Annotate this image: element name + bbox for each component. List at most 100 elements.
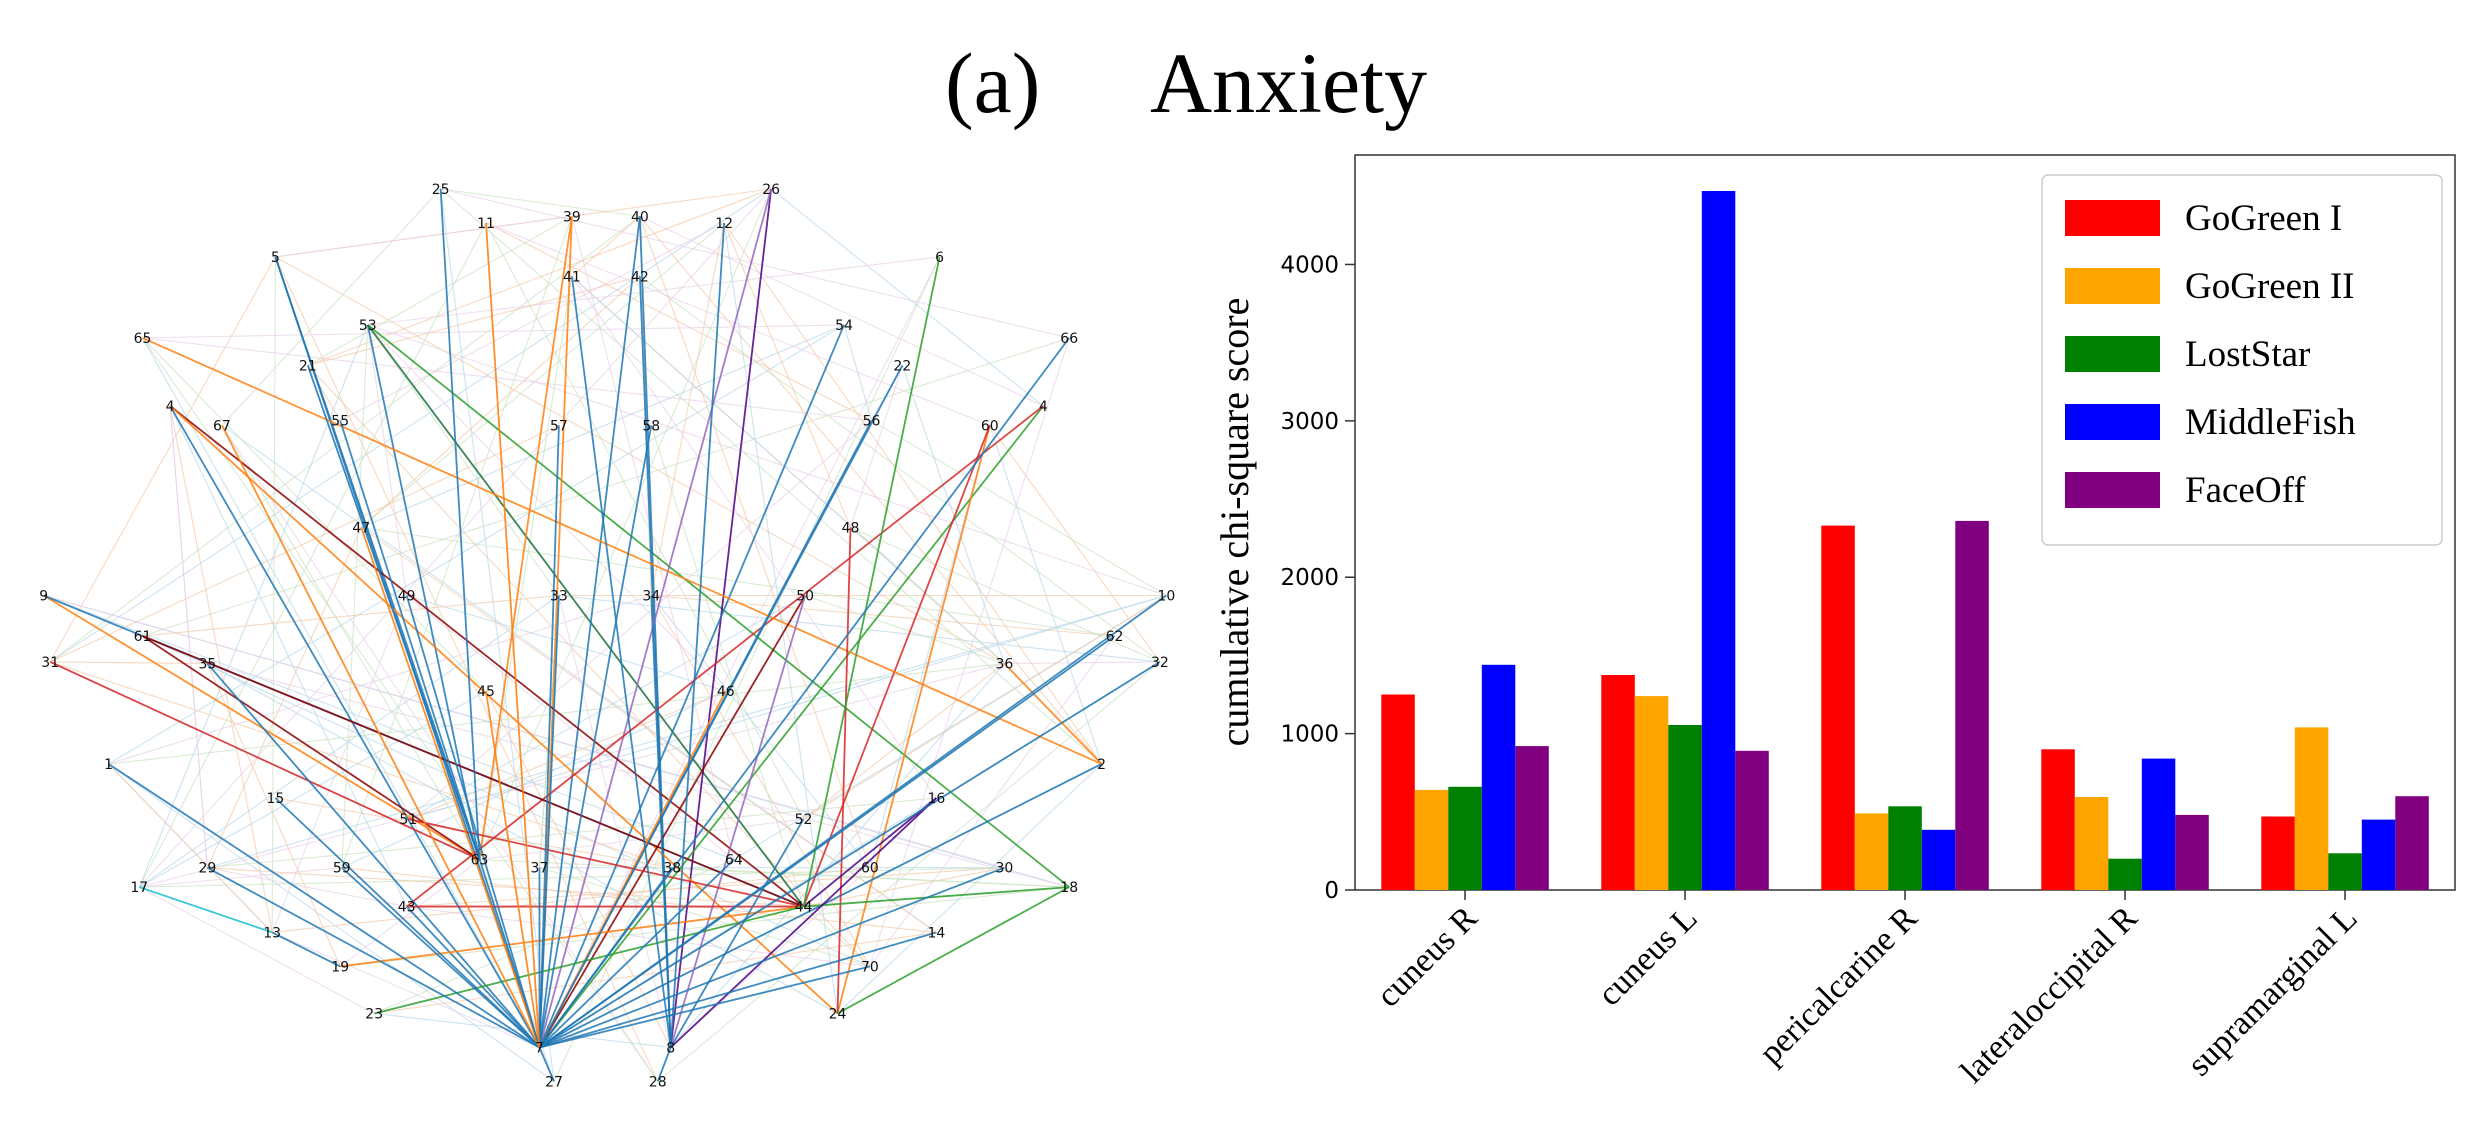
faint-edge: [361, 526, 1115, 637]
node-label: 59: [333, 861, 351, 877]
node-label: 45: [477, 684, 495, 700]
node-label: 55: [331, 414, 349, 430]
faint-edge: [221, 425, 659, 1082]
faint-edge: [361, 324, 845, 528]
faint-edge: [142, 635, 871, 967]
faint-edge: [142, 337, 1070, 637]
network-edge: [142, 337, 1102, 765]
node-label: 60: [861, 861, 879, 877]
node-label: 49: [398, 589, 416, 605]
faint-edge: [108, 763, 555, 1082]
panel-label: (a): [945, 35, 1041, 131]
network-edge: [271, 931, 341, 968]
network-edge: [803, 886, 1070, 908]
bar: [2074, 797, 2109, 890]
node-label: 6: [935, 250, 944, 266]
network-edge: [656, 1047, 672, 1082]
faint-edge: [553, 256, 941, 1082]
faint-edge: [837, 763, 1102, 1014]
network-edge: [139, 886, 273, 934]
faint-edge: [571, 216, 735, 860]
network-edge: [538, 425, 560, 1048]
faint-edge: [650, 425, 805, 907]
network-edge: [406, 405, 1044, 908]
node-label: 4: [166, 399, 175, 415]
network-edge: [836, 425, 991, 1014]
y-tick-label: 3000: [1280, 409, 1339, 435]
network-edge: [221, 424, 541, 1048]
faint-edge: [50, 661, 208, 665]
bar: [2175, 814, 2209, 890]
network-edge: [340, 905, 804, 968]
bar: [1481, 664, 1516, 890]
bar: [2395, 796, 2429, 890]
network-edge: [367, 324, 805, 908]
node-label: 63: [471, 853, 489, 869]
network-edge: [485, 222, 541, 1048]
bar: [1821, 525, 1855, 890]
node-label: 5: [271, 250, 280, 266]
node-label: 53: [359, 318, 377, 334]
network-edge: [538, 858, 735, 1049]
faint-edge: [843, 324, 873, 421]
network-edge: [538, 425, 653, 1048]
network-edge: [485, 690, 541, 1048]
bar: [2294, 727, 2329, 890]
network-edge: [405, 905, 541, 1049]
network-edge: [836, 527, 852, 1014]
legend-label: GoGreen I: [2185, 198, 2342, 239]
faint-edge: [275, 215, 572, 258]
panel-title: Anxiety: [1150, 35, 1428, 131]
node-label: 40: [631, 209, 649, 225]
y-tick-label: 1000: [1280, 722, 1339, 748]
legend-swatch: [2065, 200, 2160, 236]
faint-edge: [341, 324, 369, 868]
faint-edge: [850, 527, 1005, 664]
network-edge: [538, 188, 772, 1048]
node-label: 66: [1060, 331, 1078, 347]
network-edge: [108, 763, 540, 1049]
faint-edge: [339, 859, 480, 967]
faint-edge: [360, 275, 641, 528]
node-label: 33: [550, 589, 568, 605]
node-label: 4: [1039, 399, 1048, 415]
network-edge: [669, 222, 726, 1048]
faint-edge: [1004, 661, 1160, 665]
node-label: 57: [550, 418, 568, 434]
y-tick-label: 4000: [1280, 252, 1339, 278]
faint-edge: [440, 188, 555, 1082]
node-label: 42: [631, 269, 649, 285]
node-label: 58: [642, 418, 660, 434]
node-label: 22: [893, 358, 911, 374]
faint-edge: [478, 276, 573, 860]
faint-edge: [108, 662, 1005, 765]
faint-edge: [406, 594, 726, 692]
bar: [1668, 725, 1702, 890]
node-label: 35: [198, 657, 216, 673]
legend-swatch: [2065, 268, 2160, 304]
node-label: 37: [531, 861, 549, 877]
node-label: 44: [795, 900, 813, 916]
bar-chart: 0 1000 2000 3000 4000 cuneus R cuneus L perica…: [1212, 154, 2456, 1091]
legend: GoGreen I GoGreen II LostStar MiddleFish Fac…: [2041, 174, 2443, 546]
faint-edge: [571, 216, 641, 277]
node-label: 7: [535, 1040, 544, 1056]
faint-edge: [207, 867, 804, 908]
faint-edge: [272, 867, 870, 934]
network-edge: [538, 337, 1070, 1049]
faint-edge: [485, 222, 805, 820]
bar: [2261, 816, 2295, 890]
network-edge: [837, 886, 1070, 1015]
faint-edge: [639, 215, 1044, 407]
faint-edge: [639, 216, 1103, 765]
bar: [1955, 520, 1989, 890]
legend-label: LostStar: [2185, 334, 2310, 375]
legend-label: MiddleFish: [2185, 402, 2356, 443]
y-axis-label: cumulative chi-square score: [1212, 298, 1257, 747]
faint-edge: [108, 763, 273, 933]
y-tick-label: 2000: [1280, 565, 1339, 591]
network-edge: [206, 866, 540, 1049]
faint-edge: [367, 324, 560, 596]
faint-edge: [206, 527, 362, 868]
faint-edge: [339, 222, 725, 422]
